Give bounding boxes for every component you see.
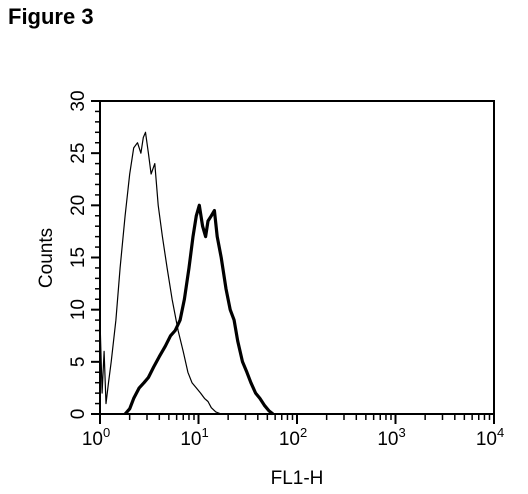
x-tick-base: 10 — [180, 429, 201, 450]
series-group — [99, 131, 274, 416]
y-tick-label: 20 — [68, 195, 89, 216]
y-tick-label: 25 — [68, 143, 89, 164]
x-tick-label: 102 — [279, 425, 307, 450]
series-line-thin — [99, 131, 222, 415]
x-tick-base: 10 — [279, 429, 300, 450]
x-tick-base: 10 — [82, 429, 103, 450]
y-tick-label: 15 — [68, 247, 89, 268]
x-tick-exponent: 2 — [300, 425, 307, 440]
x-axis-ticks — [99, 414, 495, 424]
x-tick-label: 103 — [377, 425, 405, 450]
x-axis-tick-labels: 100 101 102 103 104 — [82, 425, 504, 450]
x-tick-exponent: 4 — [497, 425, 504, 440]
x-tick-label: 101 — [180, 425, 208, 450]
figure-title: Figure 3 — [8, 4, 94, 29]
x-axis-label: FL1-H — [271, 468, 324, 489]
y-tick-label: 30 — [68, 90, 89, 111]
x-tick-exponent: 0 — [103, 425, 110, 440]
x-tick-exponent: 1 — [201, 425, 208, 440]
y-tick-label: 5 — [68, 357, 89, 368]
x-tick-base: 10 — [377, 429, 398, 450]
y-tick-label: 10 — [68, 299, 89, 320]
series-line-thick — [123, 203, 274, 416]
y-axis-label: Counts — [36, 228, 57, 288]
plot-frame — [99, 100, 495, 415]
x-tick-label: 100 — [82, 425, 110, 450]
y-axis-tick-labels: 0 5 10 15 20 25 30 — [68, 90, 89, 419]
x-tick-base: 10 — [476, 429, 497, 450]
y-axis-ticks — [91, 100, 100, 415]
x-tick-exponent: 3 — [398, 425, 405, 440]
x-tick-label: 104 — [476, 425, 504, 450]
y-tick-label: 0 — [68, 409, 89, 420]
